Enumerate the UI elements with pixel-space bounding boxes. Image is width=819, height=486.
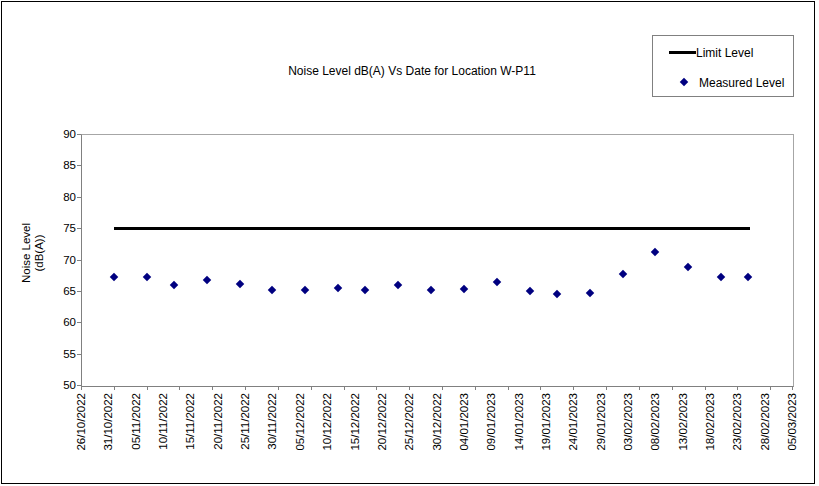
- x-axis-tick-label: 25/11/2022: [239, 393, 251, 457]
- x-axis-tick: [311, 386, 312, 390]
- x-axis-tick-label: 25/12/2022: [403, 393, 415, 457]
- y-axis-tick-label: 90: [54, 128, 76, 140]
- x-axis-tick-label: 10/12/2022: [321, 393, 333, 457]
- legend-box: Limit Level Measured Level: [652, 35, 794, 97]
- y-axis-tick-label: 55: [54, 348, 76, 360]
- legend-entry-limit-level: Limit Level: [653, 46, 793, 59]
- x-axis-tick-label: 31/10/2022: [102, 393, 114, 457]
- y-axis-tick-label: 50: [54, 379, 76, 391]
- x-axis-tick-label: 23/02/2023: [731, 393, 743, 457]
- x-axis-tick: [344, 386, 345, 390]
- x-axis-tick-label: 24/01/2023: [567, 393, 579, 457]
- x-axis-tick: [770, 386, 771, 390]
- x-axis-tick-label: 05/11/2022: [130, 393, 142, 457]
- x-axis-tick: [442, 386, 443, 390]
- x-axis-tick: [792, 386, 793, 390]
- x-axis-tick: [475, 386, 476, 390]
- legend-entry-measured-level: Measured Level: [653, 76, 793, 89]
- x-axis-tick: [606, 386, 607, 390]
- x-axis-tick: [508, 386, 509, 390]
- y-axis-tick-label: 80: [54, 191, 76, 203]
- x-axis-tick-label: 10/11/2022: [157, 393, 169, 457]
- x-axis-tick-label: 28/02/2023: [759, 393, 771, 457]
- x-axis-tick-label: 18/02/2023: [704, 393, 716, 457]
- legend-label-measured: Measured Level: [699, 76, 784, 90]
- y-axis-tick-label: 60: [54, 316, 76, 328]
- y-axis-tick: [77, 291, 81, 292]
- x-axis-tick-label: 05/12/2022: [294, 393, 306, 457]
- y-axis-tick: [77, 354, 81, 355]
- y-axis-tick-label: 70: [54, 254, 76, 266]
- x-axis-tick-label: 14/01/2023: [513, 393, 525, 457]
- diamond-swatch-icon: [680, 78, 688, 86]
- x-axis-tick-label: 29/01/2023: [595, 393, 607, 457]
- x-axis-tick-label: 08/02/2023: [649, 393, 661, 457]
- y-axis-title: Noise Level (dB(A)): [20, 198, 46, 308]
- x-axis-tick: [147, 386, 148, 390]
- y-axis-tick-label: 85: [54, 159, 76, 171]
- x-axis-tick-label: 20/11/2022: [212, 393, 224, 457]
- x-axis-tick-label: 09/01/2023: [485, 393, 497, 457]
- x-axis-tick: [376, 386, 377, 390]
- limit-line-swatch-icon: [669, 51, 696, 54]
- y-axis-tick: [77, 260, 81, 261]
- x-axis-tick: [81, 386, 82, 390]
- x-axis-tick: [409, 386, 410, 390]
- x-axis-tick: [672, 386, 673, 390]
- x-axis-tick: [179, 386, 180, 390]
- x-axis-tick-label: 15/12/2022: [349, 393, 361, 457]
- x-axis-tick-label: 03/02/2023: [622, 393, 634, 457]
- x-axis-tick: [114, 386, 115, 390]
- y-axis-tick: [77, 228, 81, 229]
- x-axis-tick: [639, 386, 640, 390]
- y-axis-tick: [77, 134, 81, 135]
- x-axis-tick: [540, 386, 541, 390]
- x-axis-tick-label: 26/10/2022: [75, 393, 87, 457]
- limit-level-line: [114, 227, 750, 230]
- chart-figure: Noise Level dB(A) Vs Date for Location W…: [1, 1, 815, 484]
- y-axis-title-line1: Noise Level: [20, 198, 33, 308]
- x-axis-tick-label: 04/01/2023: [458, 393, 470, 457]
- y-axis-title-line2: (dB(A)): [33, 198, 46, 308]
- x-axis-tick: [278, 386, 279, 390]
- y-axis-tick: [77, 165, 81, 166]
- x-axis-tick-label: 30/11/2022: [266, 393, 278, 457]
- x-axis-tick-label: 05/03/2023: [786, 393, 798, 457]
- x-axis-tick-label: 30/12/2022: [431, 393, 443, 457]
- y-axis-tick-label: 65: [54, 285, 76, 297]
- x-axis-tick-label: 15/11/2022: [184, 393, 196, 457]
- x-axis-tick-label: 19/01/2023: [540, 393, 552, 457]
- x-axis-tick-label: 13/02/2023: [677, 393, 689, 457]
- x-axis-tick: [573, 386, 574, 390]
- plot-area: [81, 134, 794, 387]
- y-axis-tick: [77, 197, 81, 198]
- legend-label-limit: Limit Level: [696, 46, 753, 60]
- y-axis-tick-label: 75: [54, 222, 76, 234]
- x-axis-tick: [245, 386, 246, 390]
- x-axis-tick: [705, 386, 706, 390]
- x-axis-tick: [212, 386, 213, 390]
- x-axis-tick: [737, 386, 738, 390]
- y-axis-tick: [77, 322, 81, 323]
- x-axis-tick-label: 20/12/2022: [376, 393, 388, 457]
